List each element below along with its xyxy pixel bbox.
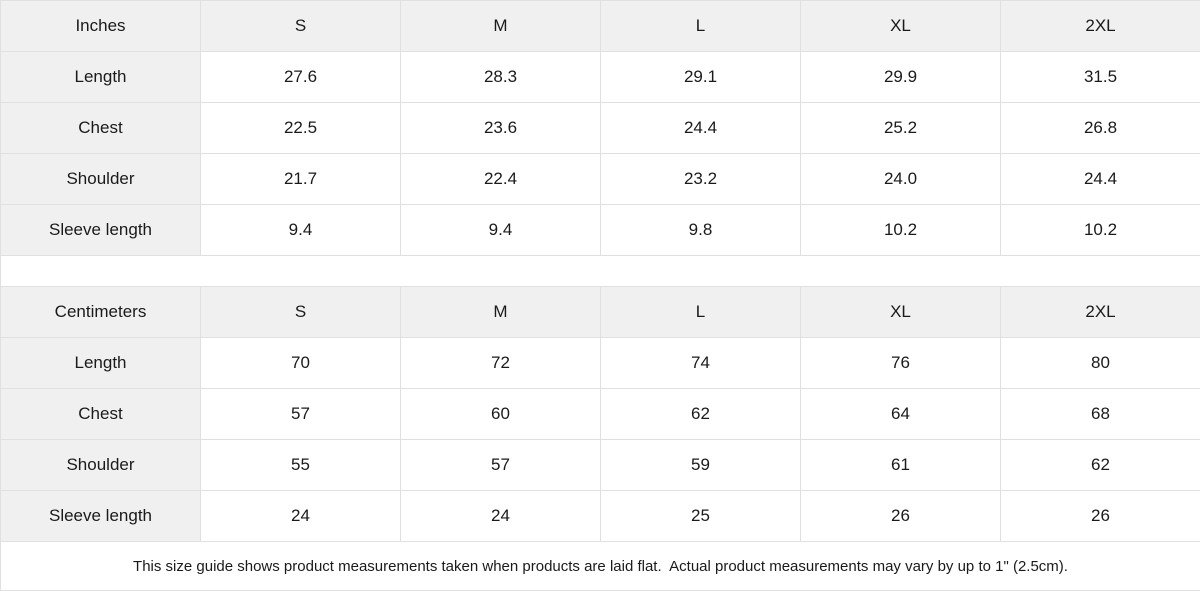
measurement-value-cell: 23.6 xyxy=(401,103,601,154)
measurement-value-cell: 27.6 xyxy=(201,52,401,103)
measurement-value-cell: 64 xyxy=(801,389,1001,440)
measurement-value-cell: 59 xyxy=(601,440,801,491)
measurement-value-cell: 9.8 xyxy=(601,205,801,256)
measurement-value-cell: 22.5 xyxy=(201,103,401,154)
size-header-cell: L xyxy=(601,1,801,52)
size-header-cell: S xyxy=(201,1,401,52)
measurement-value-cell: 24 xyxy=(401,491,601,542)
measurement-value-cell: 26 xyxy=(801,491,1001,542)
measurement-value-cell: 24.4 xyxy=(601,103,801,154)
spacer-cell xyxy=(1,256,1200,287)
measurement-value-cell: 29.9 xyxy=(801,52,1001,103)
measurement-value-cell: 76 xyxy=(801,338,1001,389)
footer-note: This size guide shows product measuremen… xyxy=(1,542,1200,591)
measurement-value-cell: 62 xyxy=(601,389,801,440)
measurement-value-cell: 68 xyxy=(1001,389,1200,440)
measurement-value-cell: 62 xyxy=(1001,440,1200,491)
measurement-value-cell: 26 xyxy=(1001,491,1200,542)
measurement-value-cell: 29.1 xyxy=(601,52,801,103)
measurement-value-cell: 28.3 xyxy=(401,52,601,103)
size-header-cell: XL xyxy=(801,1,1001,52)
measurement-label-cell: Chest xyxy=(1,389,201,440)
measurement-value-cell: 24.0 xyxy=(801,154,1001,205)
measurement-value-cell: 10.2 xyxy=(801,205,1001,256)
size-header-cell: L xyxy=(601,287,801,338)
measurement-value-cell: 57 xyxy=(401,440,601,491)
measurement-value-cell: 9.4 xyxy=(401,205,601,256)
measurement-label-cell: Length xyxy=(1,338,201,389)
measurement-value-cell: 70 xyxy=(201,338,401,389)
size-header-cell: 2XL xyxy=(1001,287,1200,338)
unit-header-cell: Centimeters xyxy=(1,287,201,338)
measurement-value-cell: 24.4 xyxy=(1001,154,1200,205)
measurement-label-cell: Length xyxy=(1,52,201,103)
measurement-label-cell: Shoulder xyxy=(1,154,201,205)
spacer-row xyxy=(1,256,1200,287)
measurement-value-cell: 72 xyxy=(401,338,601,389)
measurement-label-cell: Sleeve length xyxy=(1,205,201,256)
measurement-value-cell: 55 xyxy=(201,440,401,491)
measurement-value-cell: 31.5 xyxy=(1001,52,1200,103)
size-header-cell: XL xyxy=(801,287,1001,338)
measurement-label-cell: Chest xyxy=(1,103,201,154)
measurement-value-cell: 60 xyxy=(401,389,601,440)
measurement-value-cell: 10.2 xyxy=(1001,205,1200,256)
size-header-cell: M xyxy=(401,287,601,338)
size-header-cell: 2XL xyxy=(1001,1,1200,52)
measurement-value-cell: 26.8 xyxy=(1001,103,1200,154)
measurement-value-cell: 61 xyxy=(801,440,1001,491)
size-header-cell: M xyxy=(401,1,601,52)
measurement-value-cell: 80 xyxy=(1001,338,1200,389)
footer-row: This size guide shows product measuremen… xyxy=(1,542,1200,591)
measurement-value-cell: 57 xyxy=(201,389,401,440)
unit-header-cell: Inches xyxy=(1,1,201,52)
measurement-label-cell: Sleeve length xyxy=(1,491,201,542)
measurement-value-cell: 25 xyxy=(601,491,801,542)
measurement-value-cell: 9.4 xyxy=(201,205,401,256)
measurement-value-cell: 22.4 xyxy=(401,154,601,205)
measurement-value-cell: 23.2 xyxy=(601,154,801,205)
measurement-value-cell: 24 xyxy=(201,491,401,542)
measurement-value-cell: 25.2 xyxy=(801,103,1001,154)
measurement-value-cell: 74 xyxy=(601,338,801,389)
measurement-value-cell: 21.7 xyxy=(201,154,401,205)
size-header-cell: S xyxy=(201,287,401,338)
measurement-label-cell: Shoulder xyxy=(1,440,201,491)
